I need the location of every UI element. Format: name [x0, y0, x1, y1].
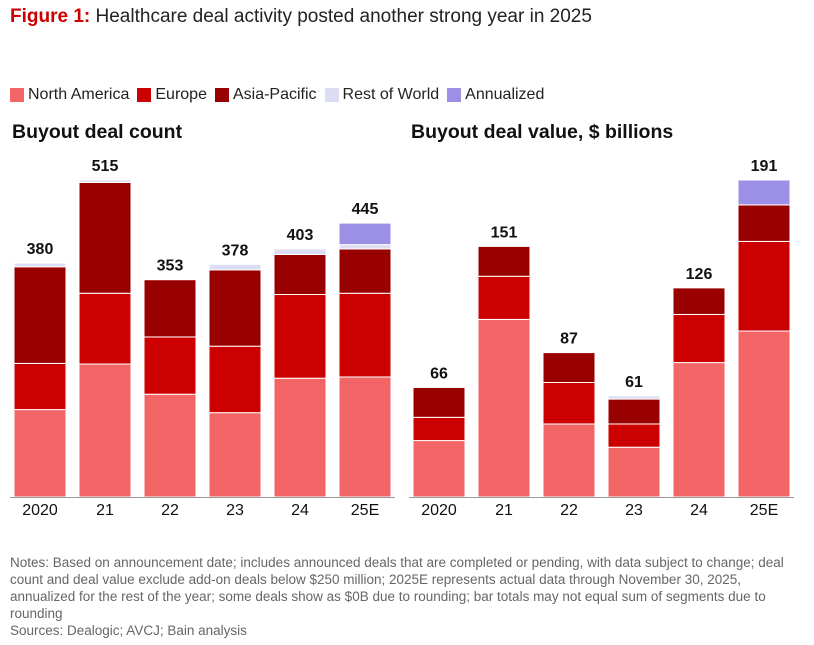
bar-segment — [78, 181, 132, 294]
legend-label: Europe — [155, 86, 207, 103]
legend-label: Asia-Pacific — [232, 86, 317, 103]
title: Healthcare deal activity posted another … — [95, 6, 592, 27]
legend-swatch — [324, 88, 339, 102]
x-tick-label: 24 — [291, 502, 309, 519]
bar-segment — [338, 244, 392, 250]
total-label: 126 — [686, 266, 713, 283]
x-tick-label: 25E — [750, 502, 778, 519]
total-label: 191 — [751, 158, 778, 175]
bar-segment — [13, 262, 67, 268]
bar-segment — [607, 398, 661, 425]
bar-segment — [208, 269, 262, 347]
total-label: 403 — [287, 227, 314, 244]
bar-segment — [273, 253, 327, 295]
x-tick-label: 2020 — [421, 502, 457, 519]
legend-item: Rest of World — [324, 86, 440, 104]
total-label: 87 — [560, 331, 578, 348]
bar-segment — [737, 240, 791, 332]
charts: Buyout deal count 380 2020 515 21 353 22 378 23 4… — [10, 121, 794, 519]
total-label: 66 — [430, 365, 448, 382]
x-tick-label: 2020 — [22, 502, 58, 519]
header: Figure 1: Healthcare deal activity poste… — [10, 6, 592, 28]
legend-label: Annualized — [465, 86, 545, 103]
sources: Sources: Dealogic; AVCJ; Bain analysis — [10, 623, 247, 638]
bar-segment — [477, 318, 531, 498]
x-tick-label: 21 — [495, 502, 513, 519]
legend-label: North America — [28, 86, 130, 103]
bar-segment — [672, 313, 726, 364]
x-tick-label: 22 — [161, 502, 179, 519]
bar-segment — [412, 416, 466, 442]
x-tick-label: 24 — [690, 502, 708, 519]
notes-block: Notes: Based on announcement date; inclu… — [10, 554, 790, 639]
x-tick-label: 25E — [351, 502, 379, 519]
legend-label: Rest of World — [342, 86, 440, 103]
total-label: 445 — [352, 201, 379, 218]
bar-segment — [143, 279, 197, 338]
bar-segment — [737, 204, 791, 242]
bar-segment — [78, 292, 132, 365]
bar-segment — [78, 179, 132, 183]
total-label: 151 — [491, 224, 518, 241]
legend-item: North America — [10, 86, 129, 104]
bar-segment — [273, 293, 327, 379]
legend-swatch — [137, 88, 152, 102]
bar-segment — [338, 292, 392, 378]
bar-segment — [412, 440, 466, 498]
total-label: 353 — [157, 258, 184, 275]
bar-segment — [13, 362, 67, 411]
chart-title: Buyout deal count — [12, 121, 183, 143]
legend-swatch — [10, 88, 24, 102]
bar-segment — [338, 376, 392, 498]
total-label: 378 — [222, 242, 249, 259]
bar-segment — [13, 266, 67, 364]
bar-segment — [143, 393, 197, 498]
notes: Notes: Based on announcement date; inclu… — [10, 555, 784, 621]
legend-item: Annualized — [447, 86, 544, 104]
total-label: 61 — [625, 374, 643, 391]
bar-segment — [477, 275, 531, 320]
bar-segment — [208, 263, 262, 271]
bar-segment — [273, 377, 327, 498]
bar-segment — [338, 222, 392, 246]
bar-segment — [607, 423, 661, 448]
figure-label: Figure 1: — [10, 6, 91, 27]
bar-segment — [737, 179, 791, 206]
total-label: 515 — [92, 158, 119, 175]
bar-segment — [737, 330, 791, 498]
bar-segment — [412, 386, 466, 418]
legend-swatch — [214, 88, 229, 102]
legend-swatch — [447, 88, 462, 102]
x-tick-label: 23 — [226, 502, 244, 519]
bar-segment — [672, 287, 726, 315]
legend-item: Asia-Pacific — [214, 86, 317, 104]
bar-segment — [542, 352, 596, 383]
bar-segment — [607, 395, 661, 400]
bar-segment — [542, 423, 596, 498]
x-tick-label: 23 — [625, 502, 643, 519]
bar-segment — [338, 248, 392, 294]
legend-item: Europe — [137, 86, 207, 104]
bar-segment — [542, 381, 596, 425]
bar-segment — [208, 412, 262, 498]
x-tick-label: 22 — [560, 502, 578, 519]
bar-segment — [477, 245, 531, 277]
chart-title: Buyout deal value, $ billions — [411, 121, 673, 143]
bar-segment — [78, 363, 132, 498]
bar-segment — [208, 345, 262, 414]
bar-segment — [607, 446, 661, 498]
total-label: 380 — [27, 241, 54, 258]
bar-segment — [273, 248, 327, 255]
bar-segment — [672, 362, 726, 498]
legend: North America Europe Asia-Pacific Rest of W… — [10, 86, 544, 104]
x-tick-label: 21 — [96, 502, 114, 519]
bar-segment — [13, 409, 67, 498]
bar-segment — [143, 336, 197, 395]
